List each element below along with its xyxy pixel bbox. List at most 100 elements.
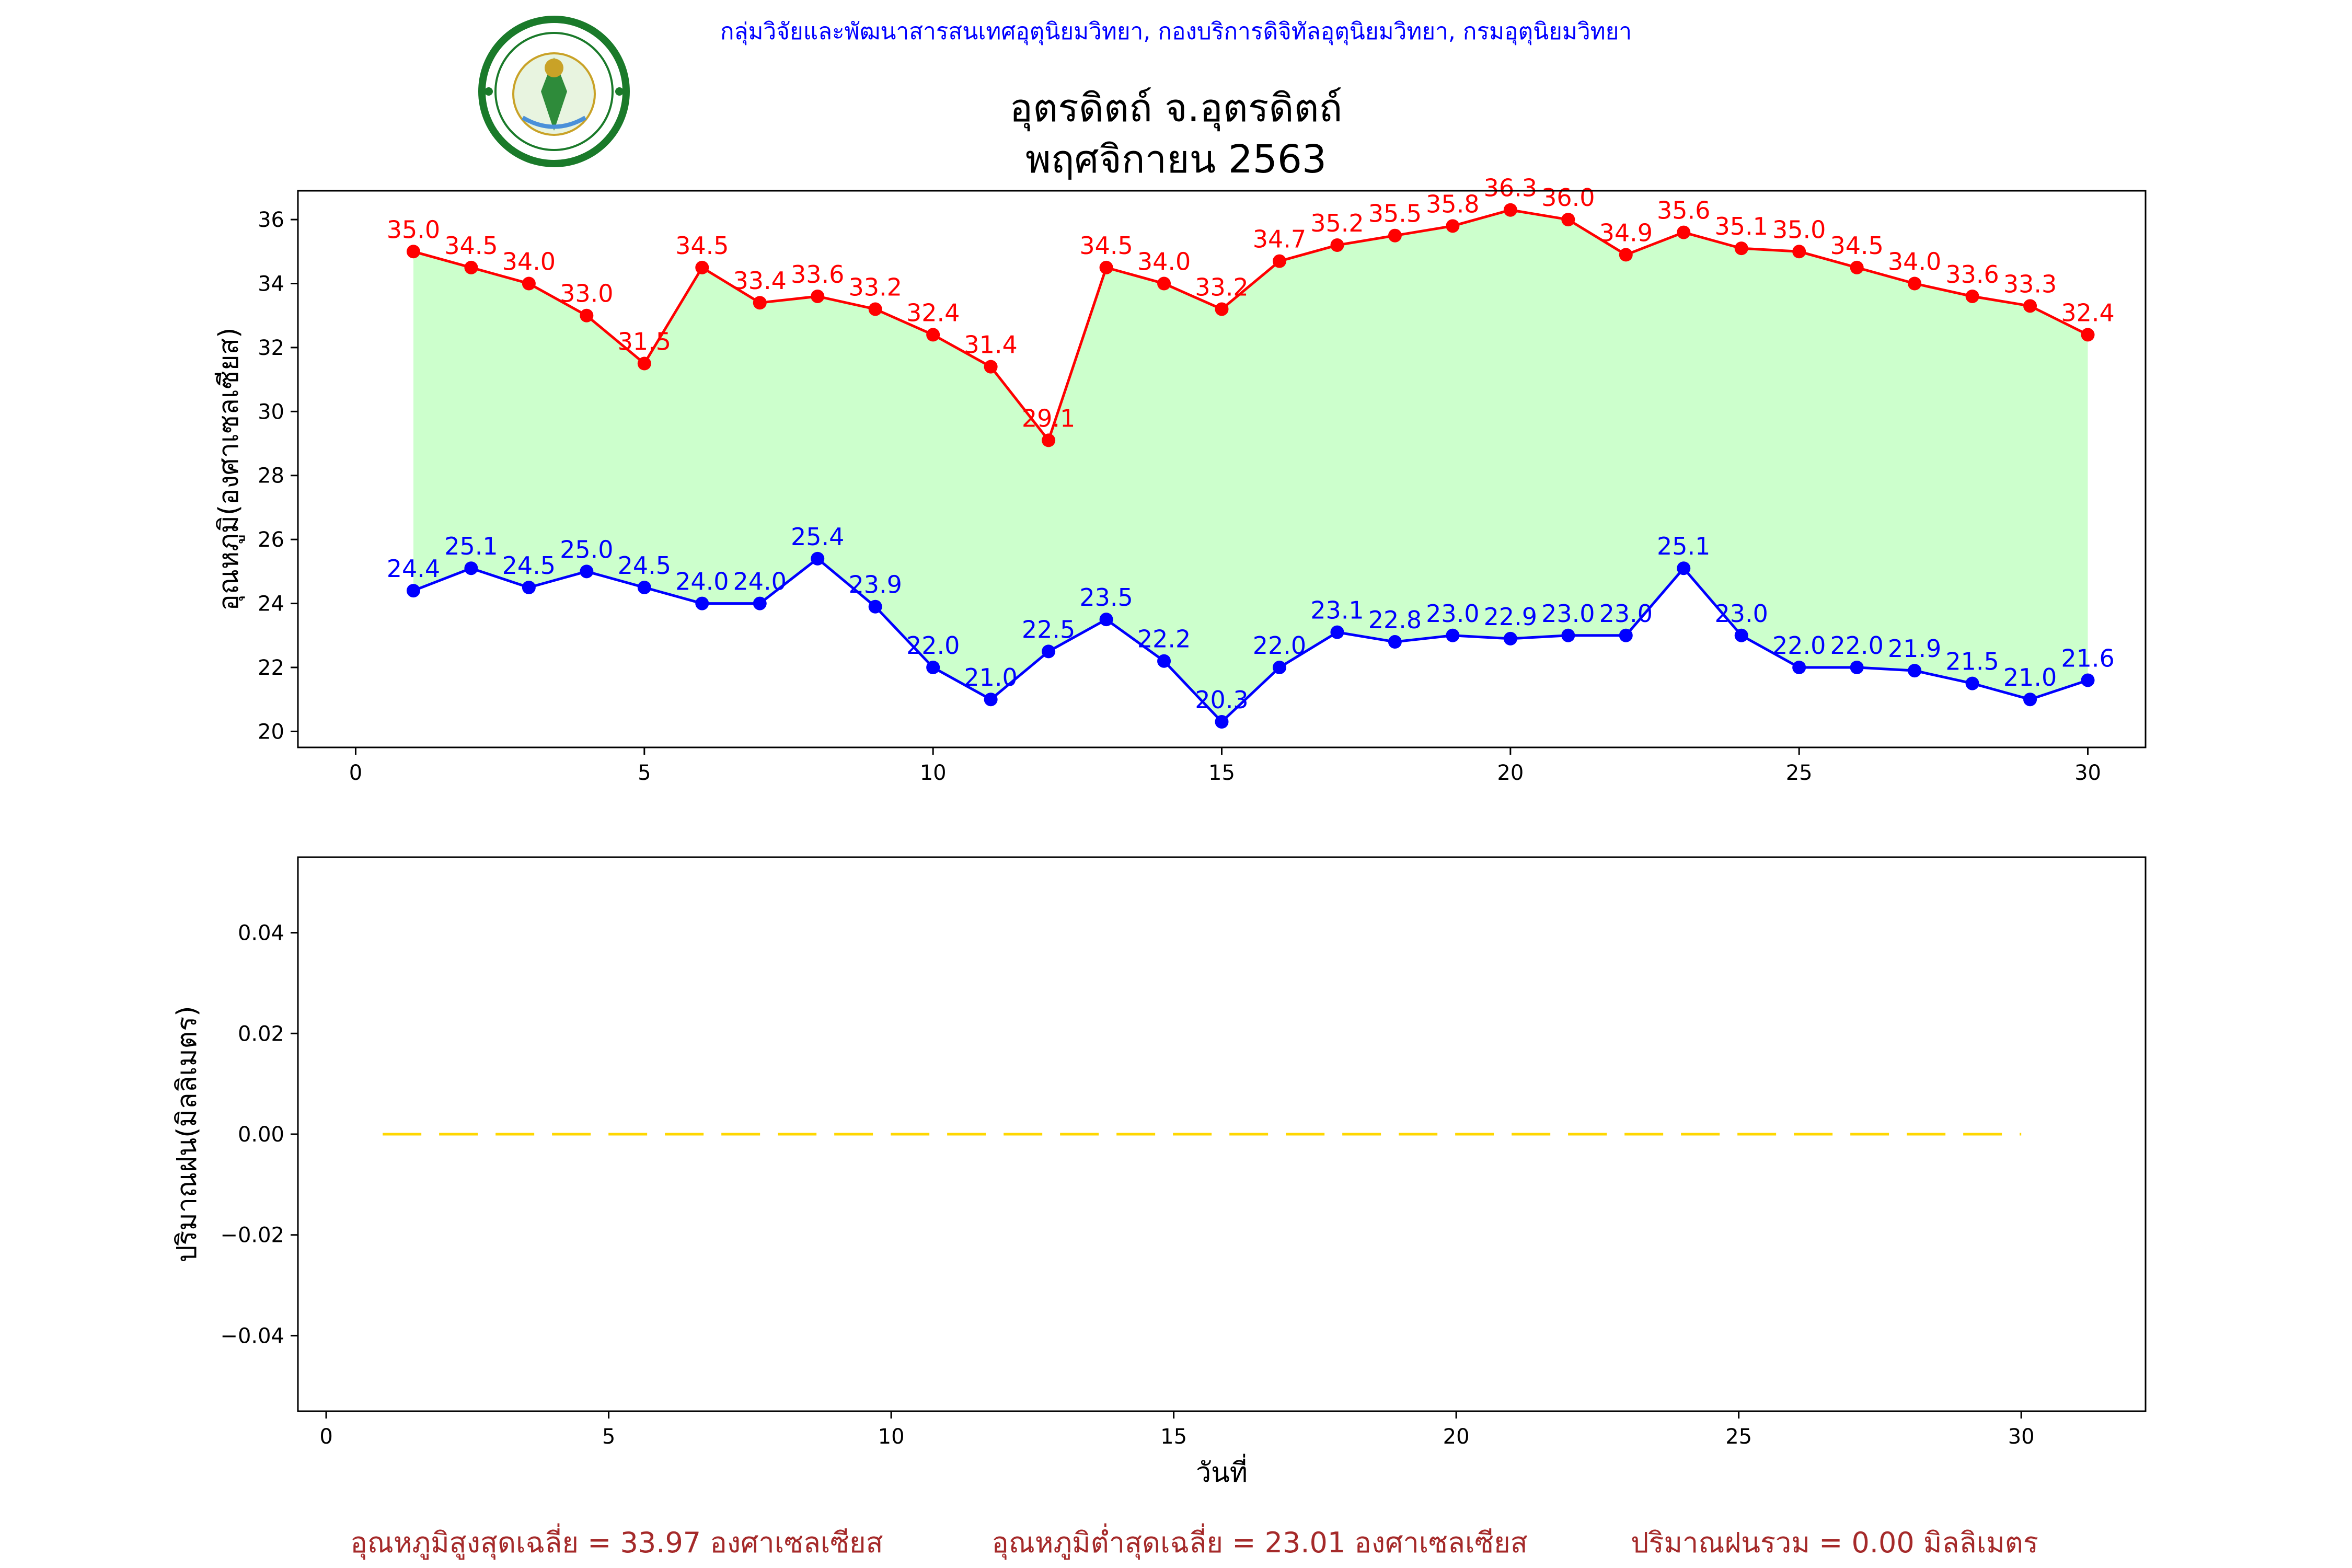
max-temp-point-day-6 — [695, 260, 709, 274]
min-temp-point-day-18 — [1388, 635, 1402, 649]
rain-y-tick-label: −0.02 — [220, 1224, 284, 1248]
min-temp-label-day-1: 24.4 — [387, 555, 440, 583]
min-temp-label-day-3: 24.5 — [502, 551, 556, 580]
min-temp-label-day-9: 23.9 — [848, 571, 902, 599]
max-temp-label-day-9: 33.2 — [848, 273, 902, 301]
max-temp-point-day-21 — [1561, 213, 1575, 227]
max-temp-label-day-30: 32.4 — [2061, 298, 2114, 327]
min-temp-point-day-29 — [2023, 693, 2037, 707]
min-temp-label-day-5: 24.5 — [618, 551, 671, 580]
min-temp-point-day-5 — [637, 580, 651, 594]
rain-x-tick-label: 5 — [602, 1425, 615, 1449]
temp-x-tick-label: 20 — [1497, 761, 1524, 785]
rainfall-chart: 0 5 10 15 20 25 30 −0.04 −0.02 0.00 0.02 0.04 ปริม… — [171, 856, 2147, 1489]
temp-y-tick-label: 30 — [258, 400, 284, 424]
max-temp-point-day-26 — [1850, 260, 1864, 274]
min-temp-point-day-9 — [868, 599, 882, 614]
max-temp-label-day-4: 33.0 — [560, 280, 613, 308]
chart-title-month: พฤศจิกายน 2563 — [1025, 137, 1327, 182]
max-temp-point-day-28 — [1965, 289, 1979, 303]
min-temperature-line — [413, 557, 2089, 724]
temperature-y-axis-label: อุณหภูมิ(องศาเซลเซียส) — [213, 328, 245, 611]
min-temp-label-day-4: 25.0 — [560, 535, 613, 563]
rain-x-tick-label: 10 — [878, 1425, 905, 1449]
min-temp-point-day-15 — [1215, 715, 1229, 729]
min-temp-label-day-12: 22.5 — [1022, 615, 1075, 643]
max-temp-point-day-3 — [522, 276, 536, 291]
temperature-range-fill — [413, 210, 2088, 722]
max-temp-point-day-12 — [1042, 433, 1056, 447]
max-temp-point-day-14 — [1157, 276, 1171, 291]
max-temp-label-day-7: 33.4 — [733, 267, 787, 295]
min-temp-point-day-21 — [1561, 628, 1575, 642]
min-temp-point-day-13 — [1099, 613, 1113, 627]
max-temp-label-day-22: 34.9 — [1599, 218, 1653, 247]
temp-x-tick-label: 30 — [2074, 761, 2101, 785]
max-temp-point-day-9 — [868, 302, 882, 316]
max-temp-point-day-11 — [984, 360, 998, 374]
rain-x-tick-label: 15 — [1160, 1425, 1187, 1449]
temp-y-tick-label: 24 — [258, 592, 284, 616]
max-temp-point-day-1 — [406, 245, 420, 259]
max-temp-point-day-10 — [926, 328, 940, 342]
max-temp-point-day-25 — [1792, 245, 1806, 259]
max-temp-label-day-27: 34.0 — [1888, 248, 1941, 276]
max-temp-label-day-8: 33.6 — [791, 260, 844, 289]
max-temp-label-day-6: 34.5 — [675, 232, 729, 260]
temp-x-tick-label: 5 — [638, 761, 651, 785]
min-temp-point-day-25 — [1792, 660, 1806, 674]
min-temp-point-day-20 — [1503, 631, 1517, 645]
min-temp-label-day-26: 22.0 — [1830, 631, 1883, 660]
max-temp-label-day-28: 33.6 — [1945, 260, 1999, 289]
max-temp-point-day-29 — [2023, 299, 2037, 313]
rain-y-tick-label: −0.04 — [220, 1324, 284, 1348]
temp-x-tick-label: 25 — [1786, 761, 1813, 785]
min-temp-point-day-22 — [1619, 628, 1633, 642]
max-temp-label-day-10: 32.4 — [906, 298, 960, 327]
min-temp-point-day-1 — [406, 584, 420, 598]
max-temperature-line — [413, 209, 2089, 443]
max-temp-point-day-17 — [1330, 238, 1344, 252]
summary-avg-min: อุณหภูมิต่ำสุดเฉลี่ย = 23.01 องศาเซลเซีย… — [991, 1523, 1527, 1560]
organization-line: กลุ่มวิจัยและพัฒนาสารสนเทศอุตุนิยมวิทยา,… — [720, 18, 1632, 45]
min-temp-point-day-8 — [811, 551, 825, 566]
min-temp-point-day-4 — [580, 564, 594, 579]
rainfall-x-axis-label: วันที่ — [1196, 1454, 1248, 1489]
min-temp-point-day-28 — [1965, 676, 1979, 690]
rain-y-tick-label: 0.04 — [238, 921, 284, 946]
temp-y-tick-label: 34 — [258, 272, 284, 296]
min-temp-label-day-21: 23.0 — [1541, 599, 1595, 628]
rain-y-tick-label: 0.02 — [238, 1022, 284, 1046]
min-temp-label-day-28: 21.5 — [1945, 648, 1999, 676]
min-temp-point-day-27 — [1908, 664, 1922, 678]
max-temp-point-day-19 — [1446, 219, 1460, 233]
max-temp-point-day-18 — [1388, 228, 1402, 243]
min-temp-label-day-11: 21.0 — [964, 663, 1017, 691]
rain-x-tick-label: 30 — [2008, 1425, 2035, 1449]
temp-x-tick-label: 0 — [349, 761, 362, 785]
min-temp-label-day-13: 23.5 — [1079, 583, 1133, 612]
min-temp-label-day-8: 25.4 — [791, 523, 844, 551]
rain-x-tick-label: 20 — [1443, 1425, 1470, 1449]
max-temp-label-day-1: 35.0 — [387, 215, 440, 244]
min-temp-point-day-23 — [1677, 561, 1691, 575]
min-temp-label-day-2: 25.1 — [444, 532, 498, 560]
department-logo — [478, 16, 630, 167]
min-temp-label-day-30: 21.6 — [2061, 644, 2114, 672]
max-temp-label-day-14: 34.0 — [1137, 248, 1191, 276]
summary-total-rain: ปริมาณฝนรวม = 0.00 มิลลิเมตร — [1631, 1526, 2038, 1559]
max-temp-label-day-15: 33.2 — [1195, 273, 1248, 301]
max-temp-point-day-7 — [753, 296, 767, 310]
min-temp-label-day-18: 22.8 — [1368, 606, 1422, 634]
max-temp-label-day-12: 29.1 — [1022, 404, 1075, 432]
min-temp-label-day-20: 22.9 — [1484, 603, 1537, 631]
max-temp-label-day-26: 34.5 — [1830, 232, 1883, 260]
max-temp-point-day-2 — [464, 260, 478, 274]
max-temp-label-day-29: 33.3 — [2003, 270, 2057, 298]
min-temp-label-day-23: 25.1 — [1657, 532, 1710, 560]
max-temp-point-day-22 — [1619, 248, 1633, 262]
temp-y-tick-label: 28 — [258, 464, 284, 488]
min-temp-point-day-10 — [926, 660, 940, 674]
max-temp-label-day-20: 36.3 — [1484, 174, 1537, 202]
